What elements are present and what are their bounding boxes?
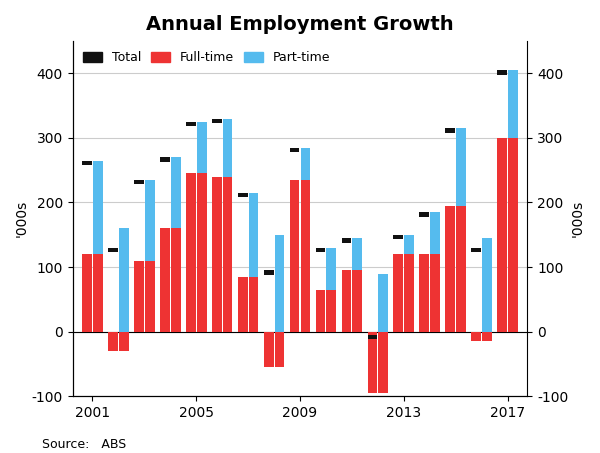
Bar [472,332,481,341]
Bar [457,206,466,332]
Bar [263,270,274,275]
Bar [457,128,466,206]
Bar [197,122,206,173]
Bar [316,289,325,332]
Bar [497,70,507,75]
Bar [301,148,310,180]
Bar [316,248,325,252]
Bar [430,254,440,332]
Bar [134,180,143,184]
Y-axis label: '000s: '000s [571,200,585,237]
Bar [275,332,284,367]
Bar [275,235,284,332]
Title: Annual Employment Growth: Annual Employment Growth [146,15,454,34]
Bar [108,332,118,351]
Bar [394,235,403,239]
Bar [93,254,103,332]
Bar [119,228,128,332]
Bar [170,157,181,228]
Bar [368,335,377,339]
Bar [134,260,143,332]
Bar [341,270,352,332]
Bar [419,212,430,217]
Bar [341,238,352,242]
Bar [352,270,362,332]
Bar [197,173,206,332]
Bar [482,332,492,341]
Bar [119,332,128,351]
Bar [160,228,170,332]
Text: Source:   ABS: Source: ABS [42,439,126,452]
Bar [472,248,481,252]
Bar [108,248,118,252]
Bar [379,274,388,332]
Bar [223,177,232,332]
Bar [145,260,155,332]
Bar [445,128,455,133]
Legend: Total, Full-time, Part-time: Total, Full-time, Part-time [79,48,334,68]
Bar [497,138,507,332]
Bar [186,173,196,332]
Bar [290,180,299,332]
Bar [508,138,518,332]
Bar [223,119,232,177]
Bar [145,180,155,260]
Bar [160,157,170,162]
Bar [212,177,221,332]
Bar [82,160,92,165]
Bar [394,254,403,332]
Bar [430,212,440,254]
Bar [368,332,377,393]
Bar [82,254,92,332]
Bar [238,277,248,332]
Bar [212,119,221,123]
Bar [419,254,430,332]
Bar [170,228,181,332]
Bar [93,160,103,254]
Bar [445,206,455,332]
Bar [508,70,518,138]
Bar [326,289,337,332]
Bar [326,248,337,289]
Bar [186,122,196,126]
Bar [301,180,310,332]
Y-axis label: '000s: '000s [15,200,29,237]
Bar [404,254,414,332]
Bar [290,148,299,152]
Bar [263,332,274,367]
Bar [482,238,492,332]
Bar [379,332,388,393]
Bar [352,238,362,270]
Bar [238,193,248,198]
Bar [248,193,259,277]
Bar [404,235,414,254]
Bar [248,277,259,332]
